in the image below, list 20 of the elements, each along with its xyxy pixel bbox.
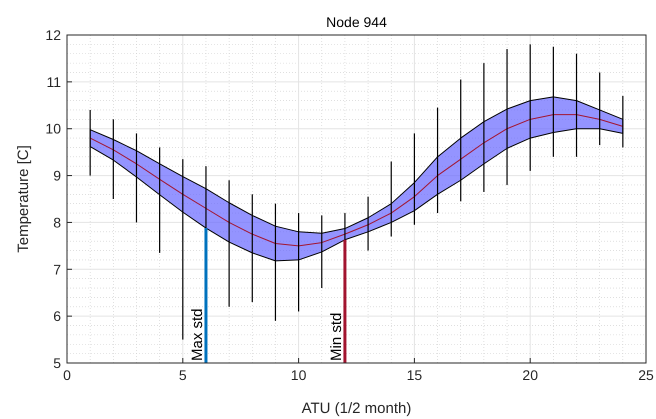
y-tick-label: 5 <box>53 355 62 371</box>
y-tick-label: 6 <box>53 308 62 324</box>
x-tick-label: 0 <box>63 367 72 383</box>
y-tick-label: 7 <box>53 261 62 278</box>
x-tick-label: 20 <box>522 367 538 383</box>
ref-line-label: Max std <box>188 308 206 361</box>
line-series <box>90 114 624 246</box>
chart-title: Node 944 <box>326 14 388 30</box>
x-tick-label: 5 <box>178 367 187 383</box>
x-tick-label: 10 <box>290 367 307 383</box>
x-tick-label: 25 <box>638 367 654 383</box>
y-tick-label: 11 <box>46 74 62 90</box>
y-tick-label: 10 <box>45 120 62 137</box>
x-tick-label: 15 <box>406 367 422 383</box>
y-tick-label: 12 <box>45 27 62 43</box>
ref-line-label: Min std <box>328 312 345 361</box>
y-tick-label: 8 <box>53 214 62 230</box>
y-tick-label: 9 <box>53 168 62 184</box>
x-axis-title: ATU (1/2 month) <box>302 400 412 417</box>
y-axis-title: Temperature [C] <box>15 145 32 253</box>
